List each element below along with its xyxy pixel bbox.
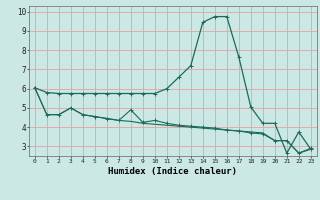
X-axis label: Humidex (Indice chaleur): Humidex (Indice chaleur)	[108, 167, 237, 176]
